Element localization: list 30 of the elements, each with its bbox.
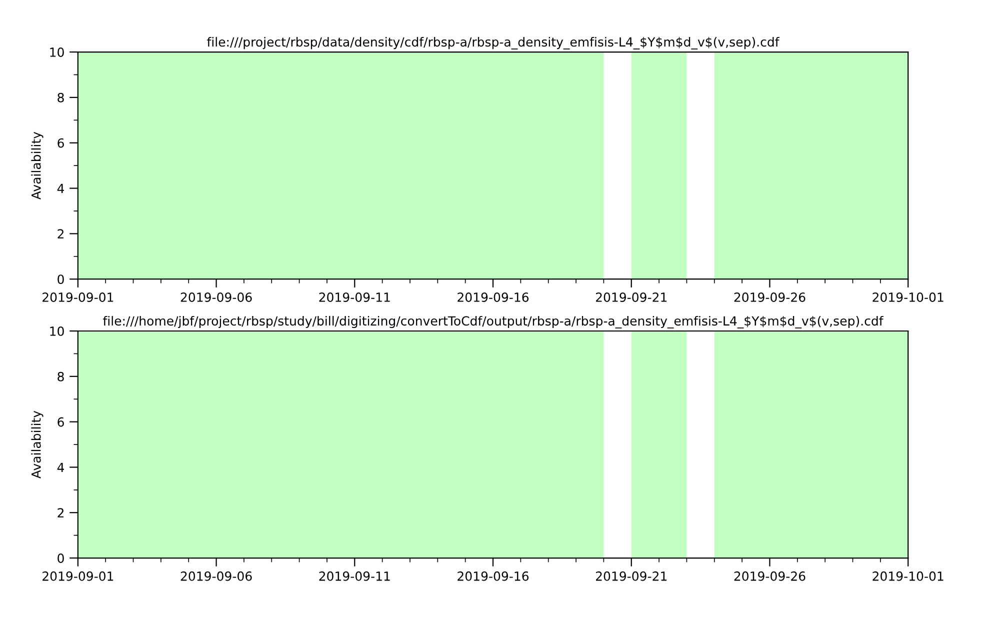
- y-tick-label: 10: [50, 326, 64, 336]
- y-tick-label: 0: [58, 274, 64, 284]
- x-tick-label: 2019-09-21: [596, 571, 667, 581]
- y-tick-label: 4: [57, 462, 64, 472]
- x-tick-label: 2019-09-21: [596, 292, 667, 302]
- y-tick-label: 8: [58, 372, 64, 382]
- y-tick-label: 4: [57, 184, 64, 194]
- y-axis-title: Availability: [31, 410, 44, 478]
- y-tick-label: 2: [58, 508, 64, 518]
- y-tick-label: 10: [50, 47, 64, 57]
- x-tick-label: 2019-09-26: [734, 571, 806, 581]
- x-tick-label: 2019-09-16: [458, 292, 529, 302]
- x-tick-label: 2019-10-01: [872, 571, 944, 581]
- y-tick-label: 6: [58, 417, 64, 427]
- x-tick-label: 2019-09-11: [319, 292, 390, 302]
- x-tick-label: 2019-09-26: [734, 292, 806, 302]
- y-tick-label: 8: [58, 92, 64, 102]
- x-tick-label: 2019-09-06: [180, 571, 252, 581]
- x-tick-label: 2019-09-01: [42, 292, 114, 302]
- x-tick-label: 2019-09-16: [458, 571, 529, 581]
- chart-title: file:///home/jbf/project/rbsp/study/bill/digitizing/convertToCdf/output/rbsp-a/rbsp-a_density_emfisis-L4_$Y$m$d_v$(v,sep).cdf: [103, 316, 884, 328]
- x-tick-label: 2019-09-01: [42, 571, 114, 581]
- y-tick-label: 2: [58, 229, 64, 238]
- y-tick-label: 6: [58, 138, 64, 148]
- x-tick-label: 2019-10-01: [872, 292, 944, 302]
- y-tick-label: 0: [58, 553, 64, 563]
- x-tick-label: 2019-09-11: [319, 571, 390, 581]
- x-tick-label: 2019-09-06: [180, 292, 252, 302]
- chart-title: file:///project/rbsp/data/density/cdf/rbsp-a/rbsp-a_density_emfisis-L4_$Y$m$d_v$(v,sep).cdf: [207, 36, 780, 50]
- y-axis-title: Availability: [31, 132, 44, 200]
